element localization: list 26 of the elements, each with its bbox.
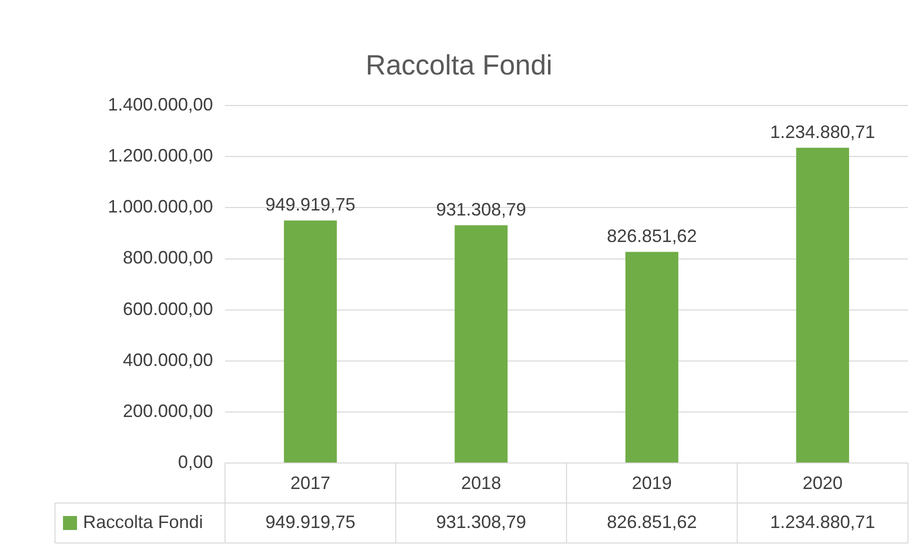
y-tick-label: 0,00 bbox=[178, 452, 213, 472]
y-tick-label: 200.000,00 bbox=[122, 400, 213, 421]
bar bbox=[284, 220, 337, 462]
x-tick-label: 2018 bbox=[461, 472, 502, 493]
legend-label: Raccolta Fondi bbox=[83, 512, 204, 532]
chart-title: Raccolta Fondi bbox=[366, 50, 552, 81]
y-tick-label: 1.200.000,00 bbox=[108, 146, 213, 166]
bar bbox=[625, 252, 678, 462]
x-tick-label: 2020 bbox=[802, 472, 843, 493]
y-tick-label: 600.000,00 bbox=[122, 298, 213, 319]
x-tick-label: 2017 bbox=[290, 472, 330, 493]
bar bbox=[454, 225, 508, 462]
data-label: 1.234.880,71 bbox=[770, 512, 876, 532]
text: 826.851,62 bbox=[606, 226, 697, 246]
y-tick-label: 1.000.000,00 bbox=[108, 196, 213, 217]
text: 949.919,75 bbox=[265, 194, 356, 214]
y-tick-label: 800.000,00 bbox=[122, 248, 213, 268]
y-tick-label: 1.400.000,00 bbox=[108, 94, 213, 115]
bar bbox=[796, 148, 850, 462]
x-tick-label: 2019 bbox=[632, 472, 672, 493]
text: 1.234.880,71 bbox=[770, 122, 876, 142]
data-label: 826.851,62 bbox=[606, 512, 697, 532]
data-label: 931.308,79 bbox=[436, 512, 526, 532]
y-tick-label: 400.000,00 bbox=[122, 350, 213, 370]
text: 931.308,79 bbox=[436, 199, 526, 220]
data-label: 949.919,75 bbox=[265, 512, 356, 532]
